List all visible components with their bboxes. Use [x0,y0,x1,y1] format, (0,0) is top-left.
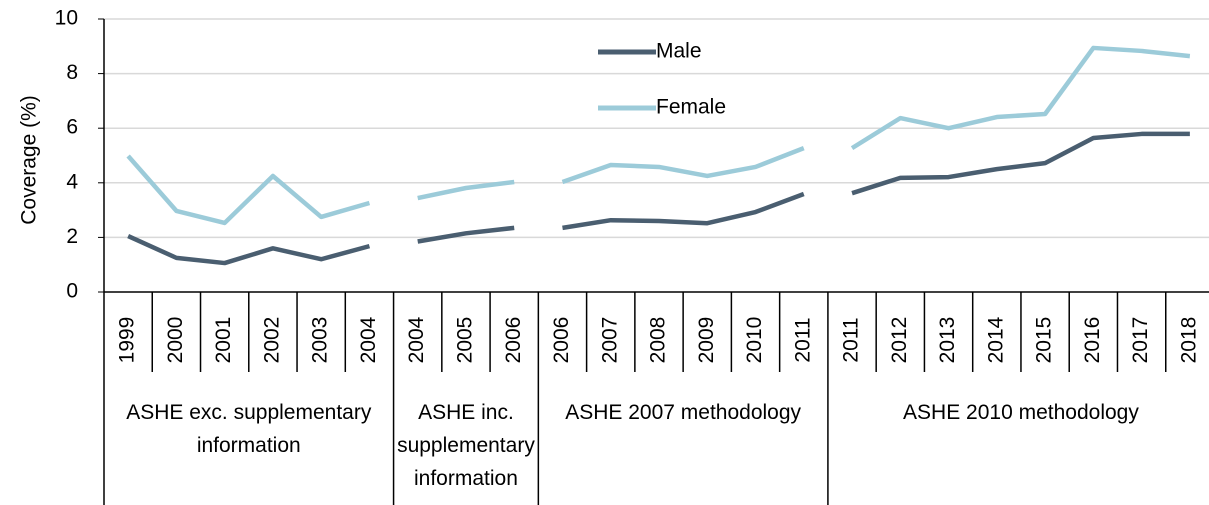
group-label: ASHE exc. supplementary information [126,401,372,457]
x-tick-label: 2015 [1033,317,1056,364]
group-label: ASHE inc. supplementary information [397,401,535,490]
x-tick-label: 2003 [309,317,332,364]
x-tick-label: 1999 [116,317,139,364]
series-line [562,191,805,231]
x-tick-label: 2017 [1129,317,1152,364]
x-tick-label: 2018 [1177,317,1200,364]
x-tick-label: 2012 [888,317,911,364]
y-tick-label: 0 [66,280,78,303]
x-tick-label: 2006 [550,317,573,364]
x-tick-label: 2001 [212,317,235,364]
legend-label: Male [656,40,702,63]
group-label-box: ASHE inc. supplementary information [397,401,535,490]
series-line [850,45,1191,151]
x-tick-label: 2006 [502,317,525,364]
y-tick-label: 2 [66,225,78,248]
y-tick-label: 6 [66,116,78,139]
group-label-box: ASHE exc. supplementary information [126,401,372,457]
y-axis-label: Coverage (%) [18,95,41,225]
x-tick-label: 2011 [840,317,863,362]
x-tick-label: 2011 [791,317,814,362]
x-tick-label: 2009 [695,317,718,364]
group-label-box: ASHE 2007 methodology [565,401,802,424]
legend-label: Female [656,96,726,119]
x-tick-label: 2013 [936,317,959,364]
x-tick-label: 2014 [984,316,1007,363]
series-line [127,233,371,266]
x-tick-label: 2007 [598,317,621,364]
y-tick-label: 4 [66,170,78,193]
y-tick-label: 10 [55,7,78,30]
group-label: ASHE 2010 methodology [903,401,1139,424]
series-line [561,146,805,185]
x-tick-label: 2002 [260,317,283,364]
x-tick-label: 2008 [647,317,670,364]
group-label: ASHE 2007 methodology [565,401,802,424]
series-line [417,179,515,201]
x-tick-label: 2004 [357,316,380,363]
x-tick-label: 2005 [454,317,477,364]
x-tick-label: 2004 [405,316,428,363]
x-tick-label: 2000 [164,317,187,364]
x-tick-label: 2016 [1081,317,1104,364]
y-tick-label: 8 [66,61,78,84]
group-label-box: ASHE 2010 methodology [903,401,1139,424]
x-tick-label: 2010 [743,317,766,364]
series-line [851,131,1190,196]
series-line [417,225,515,244]
series-line [126,154,371,226]
